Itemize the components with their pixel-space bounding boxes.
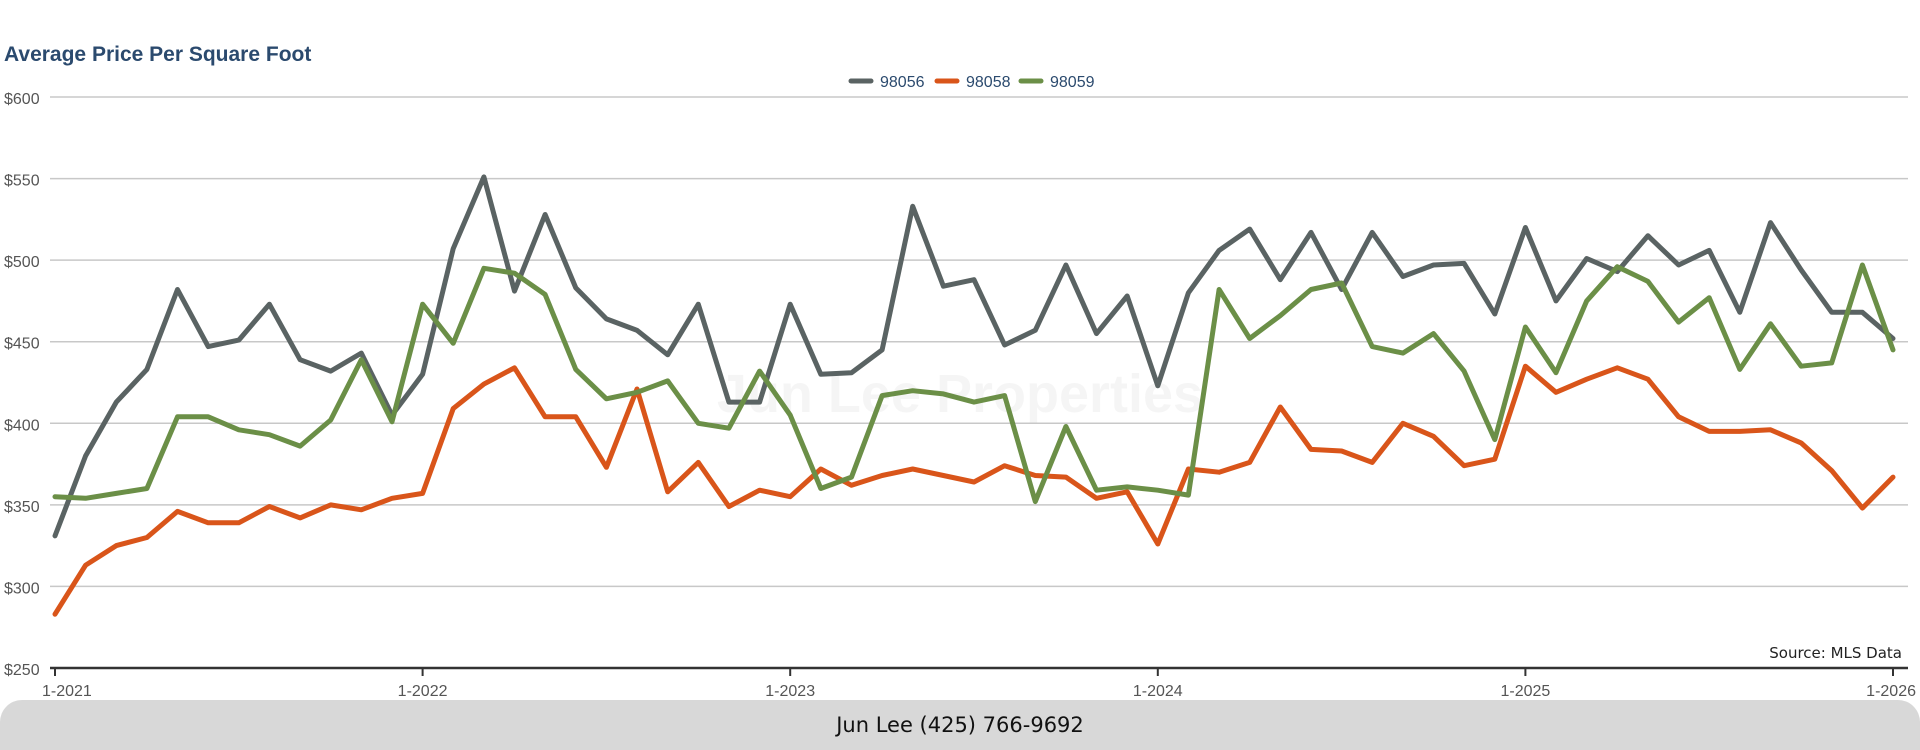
series-line-98058 [52, 363, 1896, 617]
legend-label-98058: 98058 [966, 74, 1011, 91]
legend: 98056 98058 98059 [848, 74, 1095, 91]
y-axis-ticks: $250 $300 $350 $400 $450 $500 $550 $600 [4, 91, 40, 679]
line-chart: Jun Lee Properties $250$300$350$400$450$… [4, 43, 1916, 700]
x-tick-label: 1-2023 [765, 683, 815, 700]
x-tick-label: 1-2026 [1866, 683, 1916, 700]
series-line-98056 [52, 174, 1896, 539]
legend-label-98059: 98059 [1050, 74, 1095, 91]
x-tick-label: 1-2025 [1500, 683, 1550, 700]
source-note: Source: MLS Data [1769, 644, 1902, 662]
series-line-98059 [52, 262, 1896, 505]
y-tick-label: $450 [4, 336, 40, 353]
legend-label-98056: 98056 [880, 74, 925, 91]
x-tick-label: 1-2024 [1133, 683, 1183, 700]
y-tick-label: $550 [4, 173, 40, 190]
y-tick-label: $400 [4, 417, 40, 434]
chart-title: Average Price Per Square Foot [4, 43, 311, 66]
y-tick-label: $250 [4, 662, 40, 679]
footer-bar: Jun Lee (425) 766-9692 [0, 700, 1920, 750]
footer-contact: Jun Lee (425) 766-9692 [836, 713, 1084, 737]
series-lines [52, 174, 1896, 617]
gridlines [50, 96, 1908, 588]
y-tick-label: $600 [4, 91, 40, 108]
x-axis: 1-2021 1-2022 1-2023 1-2024 1-2025 1-2026 [42, 666, 1916, 700]
x-tick-label: 1-2021 [42, 683, 92, 700]
y-tick-label: $300 [4, 580, 40, 597]
x-tick-label: 1-2022 [398, 683, 448, 700]
watermark-text: Jun Lee Properties [717, 364, 1203, 424]
y-tick-label: $350 [4, 499, 40, 516]
y-tick-label: $500 [4, 254, 40, 271]
